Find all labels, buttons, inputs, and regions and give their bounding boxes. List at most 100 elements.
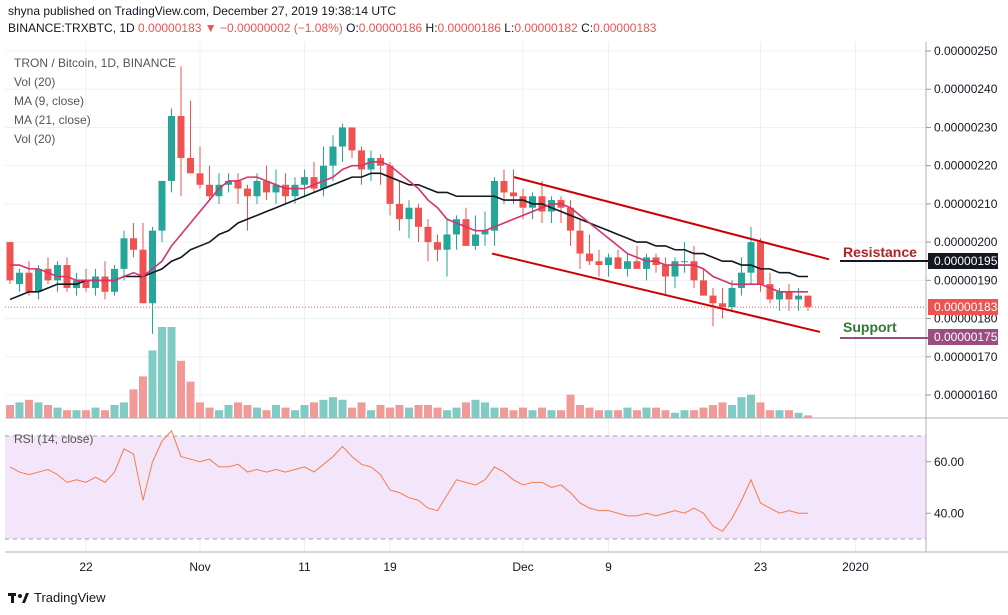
volume-bar <box>585 407 594 418</box>
candle-body <box>225 180 232 185</box>
candle-body <box>519 196 527 208</box>
support-trendline <box>491 252 821 333</box>
price-tick-label: 0.00000250 <box>934 44 998 58</box>
resistance-value-tag: 0.00000195 <box>928 253 998 269</box>
indicator-ma21[interactable]: MA (21, close) <box>14 113 91 127</box>
candle-body <box>244 188 251 197</box>
candle-body <box>6 242 14 281</box>
candle-body <box>785 291 793 300</box>
candle-body <box>177 115 185 159</box>
candle-body <box>310 177 318 189</box>
volume-bar <box>329 397 337 418</box>
volume-bar <box>243 405 252 418</box>
volume-bar <box>348 407 356 418</box>
footer-brand[interactable]: TradingView <box>8 590 106 605</box>
volume-bar <box>728 405 736 418</box>
volume-bar <box>576 405 584 418</box>
volume-bar <box>405 407 413 418</box>
price-tick-label: 0.00000210 <box>934 197 998 211</box>
candle-body <box>614 257 622 269</box>
volume-bar <box>785 410 793 418</box>
volume-bar <box>566 394 575 418</box>
candle-body <box>472 234 479 246</box>
indicator-vol[interactable]: Vol (20) <box>14 75 56 89</box>
volume-bar <box>196 402 204 418</box>
volume-bar <box>443 410 451 418</box>
candle-body <box>415 207 422 227</box>
time-tick-label: 2020 <box>842 560 869 574</box>
candle-body <box>643 257 650 269</box>
current-price-value: 0.00000183 <box>934 300 998 314</box>
support-value: 0.00000175 <box>934 330 998 344</box>
volume-bar <box>424 405 432 418</box>
candle-body <box>149 230 156 304</box>
candle-body <box>158 180 166 231</box>
publish-line: shyna published on TradingView.com, Dece… <box>8 4 397 18</box>
price-tick-label: 0.00000190 <box>934 273 998 287</box>
candle-body <box>206 184 213 197</box>
volume-bar <box>652 407 660 418</box>
indicator-ma9[interactable]: MA (9, close) <box>14 94 85 108</box>
volume-bar <box>72 410 81 418</box>
last-price: 0.00000183 <box>138 21 202 35</box>
candle-body <box>481 230 489 235</box>
candle-body <box>586 253 593 262</box>
candle-body <box>44 268 52 281</box>
volume-bar <box>82 410 90 418</box>
candle-body <box>405 207 413 220</box>
volume-bar <box>367 410 375 418</box>
rsi-legend[interactable]: RSI (14, close) <box>14 432 94 446</box>
candle-body <box>434 242 441 250</box>
price-tick-label: 0.00000180 <box>934 312 998 326</box>
volume-bar <box>538 407 546 418</box>
candle-body <box>453 219 460 235</box>
candle-body <box>690 261 698 281</box>
volume-bar <box>319 399 328 418</box>
candle-body <box>719 303 726 308</box>
price-tick-label: 0.00000160 <box>934 388 998 402</box>
rsi-line <box>9 429 808 532</box>
symbol: BINANCE:TRXBTC, 1D <box>8 21 135 35</box>
ohlc-line: BINANCE:TRXBTC, 1D 0.00000183 ▼ −0.00000… <box>8 21 656 35</box>
chart-title[interactable]: TRON / Bitcoin, 1D, BINANCE <box>14 56 177 70</box>
volume-bar <box>642 407 651 418</box>
change-down-icon: ▼ <box>204 21 217 35</box>
close-value: 0.00000183 <box>593 21 657 35</box>
volume-bar <box>158 327 166 418</box>
volume-bar <box>680 410 689 418</box>
volume-bar <box>528 410 537 418</box>
price-tick-label: 0.00000230 <box>934 120 998 134</box>
volume-bar <box>310 402 318 418</box>
rsi-tick-label: 40.00 <box>934 506 964 520</box>
volume-bar <box>595 410 603 418</box>
volume-bar <box>766 410 774 418</box>
volume-bar <box>699 407 708 418</box>
rsi-tick-label: 60.00 <box>934 455 964 469</box>
price-tick-label: 0.00000240 <box>934 82 998 96</box>
candle-body <box>510 192 517 197</box>
candle-body <box>709 295 717 304</box>
candle-body <box>54 265 61 281</box>
candle-body <box>795 295 802 300</box>
price-axis: 0.00000250 0.00000240 0.00000230 0.00000220… <box>926 44 998 402</box>
volume-bar <box>338 399 347 418</box>
volume-bar <box>167 327 176 418</box>
candle-body <box>35 268 42 292</box>
candle-body <box>700 280 707 296</box>
indicator-vol-2[interactable]: Vol (20) <box>14 132 56 146</box>
candle-body <box>738 272 745 288</box>
time-tick-label: 23 <box>754 560 768 574</box>
candle-body <box>804 295 812 308</box>
candle-body <box>595 261 603 266</box>
candle-body <box>776 291 783 300</box>
volume-bar <box>633 410 641 418</box>
candle-body <box>25 272 33 292</box>
current-value-tag: 0.00000183 <box>928 299 998 315</box>
time-tick-label: Dec <box>512 560 533 574</box>
change: −0.00000002 (−1.08%) <box>220 21 343 35</box>
candle-body <box>757 242 764 285</box>
candle-body <box>263 180 270 193</box>
candle-body <box>301 177 308 185</box>
volume-bar <box>281 407 290 418</box>
volume-bar <box>490 407 499 418</box>
